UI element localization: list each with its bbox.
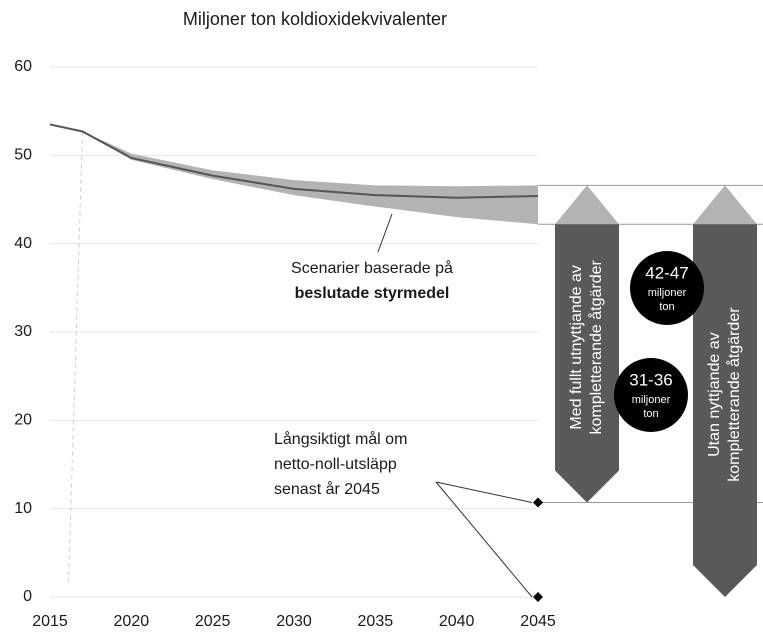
x-tick-label: 2020 (114, 613, 150, 630)
range-badge (630, 251, 704, 325)
arrow-with-body (555, 224, 619, 503)
leader (377, 213, 393, 253)
y-tick-label: 40 (14, 235, 32, 252)
arrow-without-body (693, 224, 757, 597)
leader (435, 481, 533, 598)
arrow-label: Utan nyttjande av kompletterande åtgärder (706, 307, 743, 482)
chart-title: Miljoner ton koldioxidekvivalenter (183, 9, 447, 29)
arrow-label-line: kompletterande åtgärder (725, 307, 743, 482)
arrow-without-head (693, 185, 757, 225)
target-marker (533, 497, 543, 508)
x-tick-label: 2030 (276, 613, 312, 630)
range-badge-value: 42-47 (645, 263, 688, 282)
arrow-label: Med fullt utnyttjande av kompletterande å… (568, 260, 605, 435)
y-tick-label: 30 (14, 323, 32, 340)
scenario-band (82, 131, 539, 225)
arrow-with-head (555, 185, 619, 225)
line (49, 123, 539, 199)
range-badge-unit: ton (643, 408, 658, 420)
y-tick-label: 60 (14, 58, 32, 75)
x-tick-label: 2040 (439, 613, 475, 630)
y-tick-label: 0 (23, 588, 32, 605)
annotation: netto-noll-utsläpp (274, 456, 397, 473)
leader (435, 481, 533, 503)
y-tick-label: 20 (14, 412, 32, 429)
range-badge-unit: miljoner (648, 287, 687, 299)
range-badge-value: 31-36 (629, 370, 672, 389)
x-tick-label: 2035 (358, 613, 394, 630)
history-divider (68, 131, 84, 583)
y-tick-label: 50 (14, 147, 32, 164)
annotation: beslutade styrmedel (295, 285, 450, 302)
arrow-label-line: kompletterande åtgärder (587, 260, 605, 435)
x-tick-label: 2015 (32, 613, 68, 630)
arrow-label-line: Med fullt utnyttjande av (568, 265, 585, 430)
range-badge (614, 358, 688, 432)
x-tick-label: 2045 (520, 613, 556, 630)
annotation: Scenarier baserade på (291, 259, 453, 277)
annotation: Långsiktigt mål om (274, 430, 407, 448)
target-marker (533, 592, 543, 602)
y-tick-label: 10 (14, 500, 32, 517)
range-badge-unit: ton (659, 301, 674, 313)
annotation: senast år 2045 (274, 480, 380, 498)
x-tick-label: 2025 (195, 613, 231, 630)
arrow-label-line: Utan nyttjande av (706, 332, 723, 457)
range-badge-unit: miljoner (632, 394, 671, 406)
